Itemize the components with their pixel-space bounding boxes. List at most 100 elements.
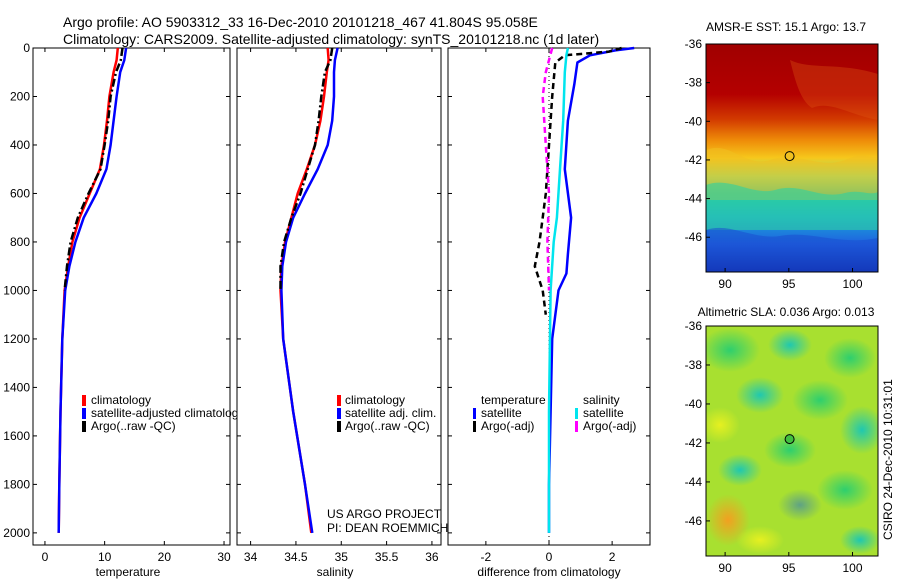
legend-swatch-satellite bbox=[337, 408, 341, 419]
sst-front-cool bbox=[706, 182, 878, 230]
sla-blob bbox=[778, 489, 822, 521]
x-tick-label: 35 bbox=[335, 550, 349, 564]
sst-front-warm bbox=[706, 147, 878, 200]
legend-swatch-argo bbox=[337, 421, 341, 432]
sla-blob bbox=[736, 377, 784, 413]
project-line1: US ARGO PROJECT bbox=[327, 507, 442, 521]
sla-map-panel: Altimetric SLA: 0.036 Argo: 0.013 90 95 10… bbox=[685, 305, 879, 575]
figure-title-line2: Climatology: CARS2009. Satellite-adjuste… bbox=[63, 31, 599, 47]
y-tick-label: 0 bbox=[23, 41, 30, 55]
sla-blob bbox=[736, 526, 784, 554]
salinity-panel: 34 34.5 35 35.5 36 salinity climatology sate… bbox=[236, 47, 448, 579]
sla-blob bbox=[764, 432, 816, 468]
y-tick-label: -44 bbox=[685, 192, 703, 206]
sla-map-axes: 90 95 100 -36 -38 -40 -42 -44 -46 bbox=[685, 319, 863, 575]
y-tick-label: 1400 bbox=[3, 380, 30, 394]
x-tick-label: 0 bbox=[42, 550, 49, 564]
sst-eddy bbox=[790, 60, 878, 120]
x-tick-label: 2 bbox=[609, 550, 616, 564]
y-tick-label: 1600 bbox=[3, 429, 30, 443]
sla-blob bbox=[840, 526, 878, 554]
legend-title-salinity: salinity bbox=[583, 393, 620, 407]
temperature-legend: climatology satellite-adjusted climatolo… bbox=[82, 393, 244, 433]
sla-blob bbox=[718, 454, 762, 486]
y-tick-label: -42 bbox=[685, 436, 703, 450]
sla-map-border bbox=[705, 325, 879, 557]
legend-label-temp-satellite: satellite bbox=[481, 406, 522, 420]
x-tick-label: 36 bbox=[425, 550, 439, 564]
legend-label-climatology: climatology bbox=[91, 393, 151, 407]
series-line bbox=[63, 47, 124, 291]
x-tick-label: 100 bbox=[843, 561, 863, 575]
sla-blob bbox=[840, 406, 878, 454]
legend-swatch-temp-satellite bbox=[473, 408, 476, 419]
side-stamp: CSIRO 24-Dec-2010 10:31:01 bbox=[881, 379, 895, 540]
legend-label-satellite: satellite-adjusted climatology bbox=[91, 406, 244, 420]
y-tick-label: -46 bbox=[685, 514, 703, 528]
sla-map-title: Altimetric SLA: 0.036 Argo: 0.013 bbox=[698, 305, 875, 319]
y-tick-label: -38 bbox=[685, 358, 703, 372]
x-tick-label: 95 bbox=[782, 561, 796, 575]
x-tick-label: 20 bbox=[158, 550, 172, 564]
y-tick-label: 1800 bbox=[3, 477, 30, 491]
x-tick-label: 100 bbox=[843, 277, 863, 291]
project-line2: PI: DEAN ROEMMICH bbox=[327, 521, 448, 535]
difference-panel: -2 0 2 difference from climatology tempera… bbox=[447, 46, 651, 579]
x-tick-label: 90 bbox=[718, 561, 732, 575]
sla-blob bbox=[792, 380, 848, 420]
legend-swatch-satellite bbox=[82, 408, 86, 419]
salinity-xlabel: salinity bbox=[317, 565, 354, 579]
legend-swatch-climatology bbox=[337, 395, 341, 406]
series-line bbox=[280, 47, 339, 534]
y-tick-label: -42 bbox=[685, 153, 703, 167]
salinity-legend: climatology satellite adj. clim. Argo(..… bbox=[337, 393, 436, 433]
series-line bbox=[541, 47, 554, 291]
salinity-lines bbox=[279, 47, 339, 534]
y-tick-label: -36 bbox=[685, 319, 703, 333]
salinity-plot-area bbox=[236, 47, 442, 546]
legend-label-sal-argo: Argo(-adj) bbox=[583, 419, 636, 433]
y-tick-label: -46 bbox=[685, 230, 703, 244]
y-tick-label: -38 bbox=[685, 76, 703, 90]
temperature-plot-area bbox=[32, 47, 231, 546]
y-tick-label: 200 bbox=[10, 89, 30, 103]
y-tick-label: -44 bbox=[685, 475, 703, 489]
x-tick-label: 34 bbox=[244, 550, 258, 564]
legend-swatch-argo bbox=[82, 421, 86, 432]
x-tick-label: 0 bbox=[546, 550, 553, 564]
legend-swatch-sal-argo bbox=[575, 421, 578, 432]
legend-label-argo: Argo(..raw -QC) bbox=[345, 419, 430, 433]
sla-blob bbox=[824, 338, 876, 378]
difference-legend: temperature satellite Argo(-adj) salinit… bbox=[473, 393, 636, 433]
y-tick-label: -36 bbox=[685, 37, 703, 51]
series-line bbox=[279, 47, 334, 291]
temperature-panel: 0 10 20 30 0 200 400 600 800 1000 1200 1400 1600 1800… bbox=[3, 41, 244, 579]
sla-blob bbox=[817, 470, 873, 510]
x-tick-label: 90 bbox=[718, 277, 732, 291]
series-line bbox=[547, 46, 635, 533]
sst-map-border bbox=[705, 43, 879, 273]
difference-lines bbox=[533, 46, 635, 545]
temperature-lines bbox=[57, 47, 128, 533]
y-tick-label: 400 bbox=[10, 138, 30, 152]
sst-cold-water bbox=[706, 227, 878, 272]
legend-label-argo: Argo(..raw -QC) bbox=[91, 419, 176, 433]
difference-xlabel: difference from climatology bbox=[477, 565, 620, 579]
sla-blob bbox=[706, 407, 740, 443]
legend-swatch-temp-argo bbox=[473, 421, 476, 432]
x-tick-label: 10 bbox=[98, 550, 112, 564]
sla-blob bbox=[706, 494, 750, 546]
x-tick-label: 30 bbox=[217, 550, 231, 564]
sst-argo-marker bbox=[784, 151, 795, 162]
x-tick-label: -2 bbox=[481, 550, 492, 564]
y-tick-label: -40 bbox=[685, 114, 703, 128]
series-line bbox=[547, 47, 570, 533]
series-line bbox=[533, 46, 622, 315]
legend-title-temperature: temperature bbox=[481, 393, 546, 407]
sst-map-axes: 90 95 100 -36 -38 -40 -42 -44 -46 bbox=[685, 37, 863, 291]
y-tick-label: -40 bbox=[685, 397, 703, 411]
legend-label-satellite: satellite adj. clim. bbox=[345, 406, 436, 420]
series-line bbox=[57, 47, 128, 533]
sst-map-panel: AMSR-E SST: 15.1 Argo: 13.7 90 95 100 -36 -3… bbox=[685, 20, 879, 291]
legend-swatch-climatology bbox=[82, 395, 86, 406]
